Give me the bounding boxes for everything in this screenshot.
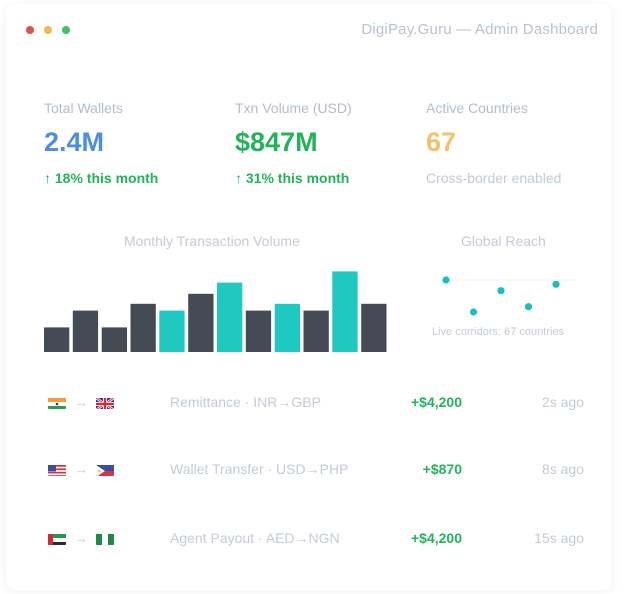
india-flag-icon — [48, 397, 66, 409]
volume-bar-7 — [217, 282, 243, 352]
transaction-description: Agent Payout · AED→NGN — [170, 530, 340, 546]
volume-bar-9 — [274, 303, 300, 352]
maximize-window-button[interactable] — [62, 26, 70, 34]
transaction-row[interactable]: → Agent Payout · AED→NGN +$4,200 15s ago — [44, 530, 584, 555]
reach-chart-title: Global Reach — [461, 233, 546, 249]
reach-point-2 — [469, 308, 478, 316]
volume-bar-6 — [188, 293, 214, 352]
stat-total-wallets: Total Wallets 2.4M ↑ 18% this month — [44, 100, 224, 186]
usa-flag-icon — [48, 464, 66, 476]
window-title: DigiPay.Guru — Admin Dashboard — [361, 21, 598, 38]
dashboard-window: DigiPay.Guru — Admin Dashboard Total Wal… — [6, 4, 612, 590]
arrow-right-icon: → — [74, 530, 88, 546]
global-reach-scatter — [440, 276, 577, 316]
transaction-amount: +$870 — [422, 461, 462, 477]
volume-bar-1 — [44, 327, 70, 352]
arrow-right-icon: → — [74, 461, 88, 477]
close-window-button[interactable] — [26, 26, 34, 34]
stat-txn-volume: Txn Volume (USD) $847M ↑ 31% this month — [235, 100, 415, 186]
transaction-amount: +$4,200 — [411, 530, 462, 546]
reach-point-5 — [552, 280, 560, 288]
stat-label: Total Wallets — [44, 100, 123, 116]
transaction-description: Remittance · INR→GBP — [170, 394, 321, 410]
arrow-right-icon: → — [74, 394, 88, 410]
transaction-time: 15s ago — [534, 530, 584, 546]
stat-note: Cross-border enabled — [426, 170, 562, 186]
philippines-flag-icon — [96, 464, 114, 476]
volume-bar-11 — [332, 271, 358, 352]
stat-value: 2.4M — [44, 127, 105, 157]
minimize-window-button[interactable] — [44, 26, 52, 34]
transaction-time: 2s ago — [541, 394, 584, 410]
volume-bar-4 — [130, 303, 156, 352]
reach-point-3 — [497, 287, 505, 295]
volume-chart-title: Monthly Transaction Volume — [124, 233, 300, 249]
stat-value: $847M — [235, 127, 318, 157]
volume-bar-12 — [361, 303, 387, 352]
stat-trend: ↑ 18% this month — [44, 170, 159, 186]
volume-bar-2 — [72, 310, 99, 352]
nigeria-flag-icon — [96, 533, 114, 545]
window-titlebar: DigiPay.Guru — Admin Dashboard — [6, 4, 612, 60]
reach-point-1 — [442, 276, 450, 284]
transaction-amount: +$4,200 — [411, 394, 462, 410]
volume-bar-3 — [101, 327, 127, 352]
reach-caption: Live corridors: 67 countries — [432, 326, 565, 338]
stat-trend: ↑ 31% this month — [235, 170, 350, 186]
uae-flag-icon — [48, 533, 66, 545]
volume-bar-8 — [245, 310, 272, 352]
stat-label: Txn Volume (USD) — [235, 100, 352, 116]
volume-bar-10 — [303, 310, 329, 352]
transaction-description: Wallet Transfer · USD→PHP — [170, 461, 349, 477]
reach-point-4 — [524, 303, 533, 311]
transaction-row[interactable]: → Remittance · INR→GBP +$4,200 2s ago — [44, 394, 584, 419]
monthly-volume-bar-chart — [44, 271, 387, 352]
transaction-row[interactable]: → Wallet Transfer · USD→PHP +$870 8s ago — [44, 461, 584, 486]
volume-bar-5 — [159, 310, 185, 352]
stat-label: Active Countries — [426, 100, 528, 116]
uk-flag-icon — [96, 397, 114, 409]
stat-active-countries: Active Countries 67 Cross-border enabled — [426, 100, 606, 186]
stat-value: 67 — [426, 127, 457, 157]
transaction-time: 8s ago — [541, 461, 584, 477]
